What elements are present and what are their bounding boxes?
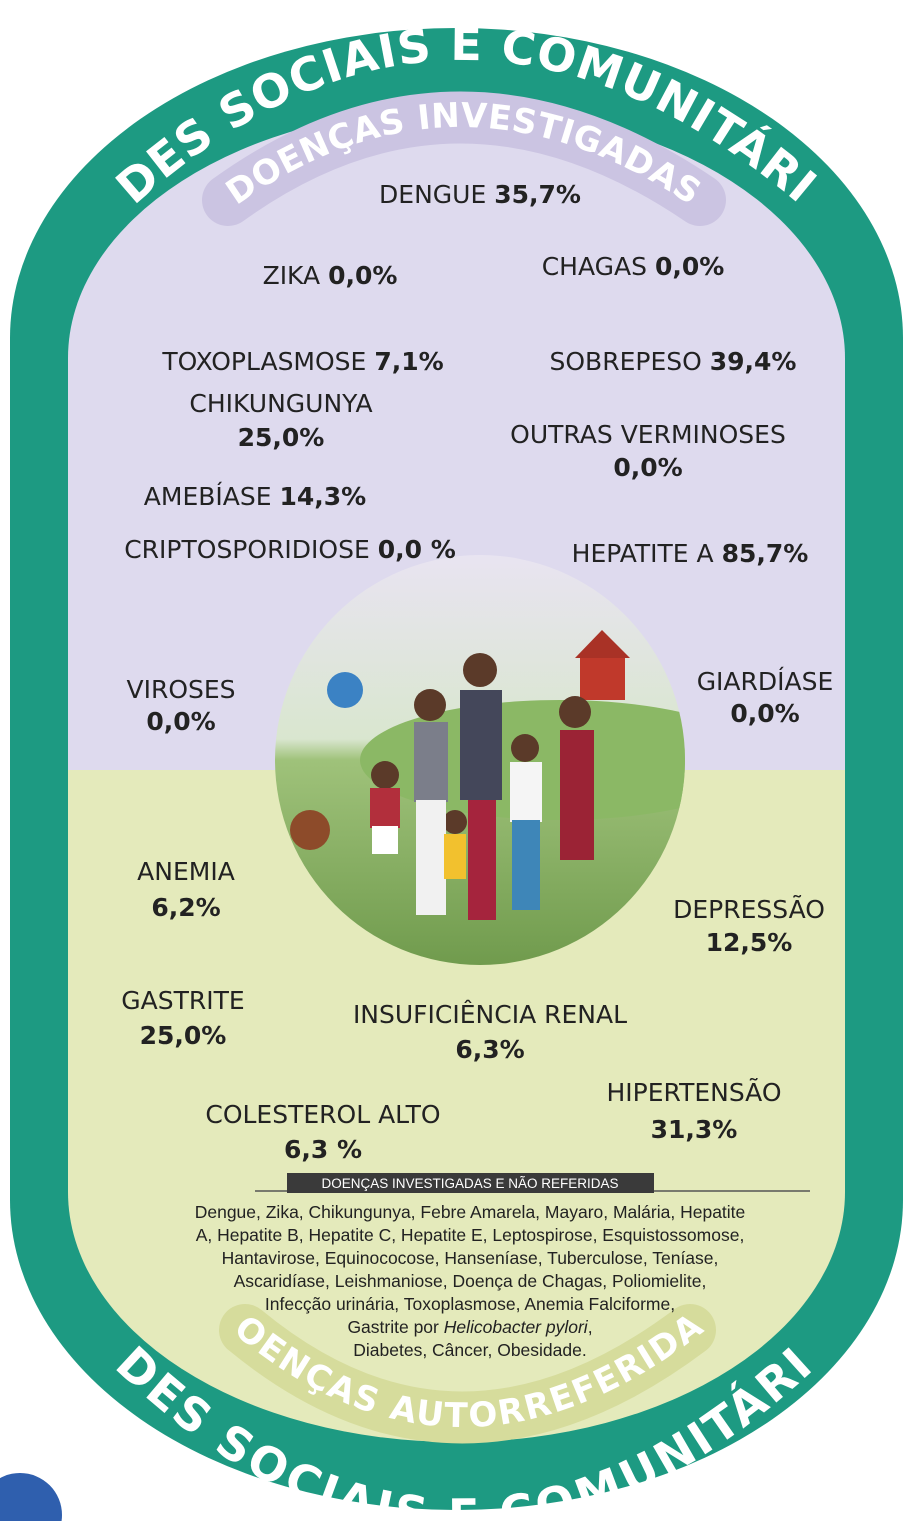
disease-name: OUTRAS VERMINOSES [510,420,786,449]
disease-value: 35,7% [494,180,581,209]
disease-label: TOXOPLASMOSE 7,1% [161,347,443,376]
page: REDES SOCIAIS E COMUNITÁRIAS DOENÇAS INV… [0,0,913,1521]
disease-label: CHAGAS 0,0% [542,252,725,281]
note-line: Dengue, Zika, Chikungunya, Febre Amarela… [195,1202,746,1222]
decor-blob [0,1473,62,1521]
disease-value: 25,0% [238,423,325,452]
disease-name: ANEMIA [137,857,235,886]
disease-name: HEPATITE A [572,539,714,568]
disease-name: DEPRESSÃO [673,894,825,924]
disease-name: CHIKUNGUNYA [189,389,372,418]
disease-label: ZIKA 0,0% [263,261,398,290]
disease-name: CHAGAS [542,252,647,281]
disease-name: VIROSES [126,675,235,704]
disease-name: GIARDÍASE [697,667,834,696]
disease-value: 0,0% [655,252,724,281]
disease-label: HEPATITE A 85,7% [572,539,809,568]
note-line: A, Hepatite B, Hepatite C, Hepatite E, L… [196,1225,745,1245]
note-text: Gastrite por [347,1317,443,1337]
disease-value: 85,7% [722,539,809,568]
disease-label: DENGUE 35,7% [379,180,581,209]
disease-name: ZIKA [263,261,321,290]
disease-name: COLESTEROL ALTO [205,1100,440,1129]
note-line: Hantavirose, Equinococose, Hanseníase, T… [222,1248,719,1268]
disease-value: 25,0% [140,1021,227,1050]
disease-name: DENGUE [379,180,486,209]
disease-label: SOBREPESO 39,4% [550,347,797,376]
note-line: Ascaridíase, Leishmaniose, Doença de Cha… [234,1271,707,1291]
disease-name: CRIPTOSPORIDIOSE [124,535,370,564]
disease-name: SOBREPESO [550,347,702,376]
disease-value: 0,0% [730,699,799,728]
disease-value: 0,0% [328,261,397,290]
note-title: DOENÇAS INVESTIGADAS E NÃO REFERIDAS [321,1176,618,1191]
disease-label: AMEBÍASE 14,3% [144,482,366,511]
disease-value: 6,2% [151,893,220,922]
disease-value: 0,0% [146,707,215,736]
infographic: REDES SOCIAIS E COMUNITÁRIAS DOENÇAS INV… [0,0,913,1521]
note-line: Gastrite por Helicobacter pylori, [347,1317,592,1337]
disease-value: 7,1% [374,347,443,376]
note-line: Infecção urinária, Toxoplasmose, Anemia … [265,1294,675,1314]
disease-value: 6,3 % [284,1135,362,1164]
disease-value: 39,4% [710,347,797,376]
disease-value: 31,3% [651,1115,738,1144]
disease-name: AMEBÍASE [144,482,272,511]
disease-value: 6,3% [455,1035,524,1064]
disease-value: 14,3% [279,482,366,511]
disease-value: 0,0 % [378,535,456,564]
note-italic: Helicobacter pylori [444,1317,589,1337]
disease-value: 0,0% [613,453,682,482]
disease-name: TOXOPLASMOSE [161,347,366,376]
disease-name: INSUFICIÊNCIA RENAL [353,1000,627,1029]
disease-value: 12,5% [706,928,793,957]
disease-label: CRIPTOSPORIDIOSE 0,0 % [124,535,456,564]
note-text: , [588,1317,593,1337]
disease-name: GASTRITE [121,986,244,1015]
note-line: Diabetes, Câncer, Obesidade. [353,1340,586,1360]
disease-name: HIPERTENSÃO [606,1077,781,1107]
